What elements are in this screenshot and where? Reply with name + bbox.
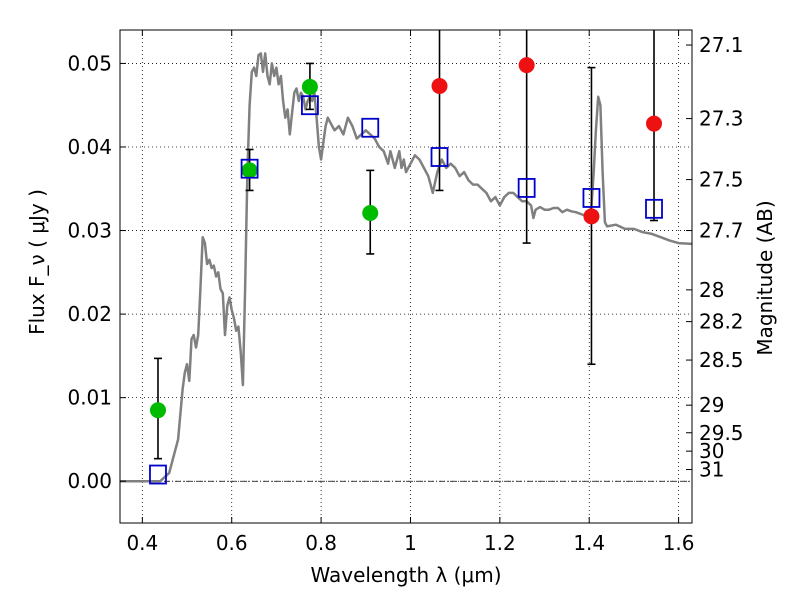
y2-axis-label: Magnitude (AB) (753, 200, 777, 355)
y-tick-label: 0.04 (67, 135, 112, 159)
y2-tick-label: 29.5 (699, 421, 744, 445)
y2-tick-label: 28.5 (699, 348, 744, 372)
y-tick-label: 0.03 (67, 219, 112, 243)
model-photometry-square (301, 95, 319, 116)
y-tick-label: 0.01 (67, 386, 112, 410)
model-photometry-square (240, 158, 259, 179)
x-tick-label: 0.4 (126, 531, 158, 555)
model-photometry-square (582, 188, 601, 208)
y2-tick-label: 29 (699, 393, 724, 417)
y2-tick-label: 27.7 (699, 219, 744, 243)
model-photometry-square (361, 117, 380, 138)
y2-tick-label: 28.2 (699, 310, 744, 334)
y2-tick-label: 27.1 (699, 33, 744, 57)
x-axis-label: Wavelength λ (μm) (310, 563, 501, 587)
y2-tick-label: 27.5 (699, 168, 744, 192)
y-axis-label: Flux F_ν ( μJy ) (25, 189, 49, 335)
y-tick-label: 0.02 (67, 302, 112, 326)
y2-tick-label: 27.3 (699, 107, 744, 131)
x-tick-label: 1.2 (484, 531, 516, 555)
x-tick-label: 0.6 (216, 531, 248, 555)
x-tick-label: 1.4 (573, 531, 605, 555)
tick-layer (120, 30, 692, 523)
model-photometry-square (149, 464, 167, 485)
x-tick-label: 1.6 (663, 531, 695, 555)
data-point-circle (362, 204, 379, 221)
plot-frame (119, 29, 693, 524)
y2-tick-label: 31 (699, 458, 724, 482)
model-spectrum-line (120, 52, 693, 483)
tick-label-layer: 0.4 0.6 0.8 1 1.2 1.4 1.6 0.00 0.01 0.02 0.03 0.04 0… (67, 33, 743, 555)
data-point-circle (431, 77, 448, 94)
y-tick-label: 0.00 (67, 469, 112, 493)
y2-tick-label: 30 (699, 439, 724, 463)
data-point-circle (518, 57, 535, 74)
y2-tick-label: 28 (699, 278, 724, 302)
model-photometry-square (645, 198, 663, 219)
data-point-circle (241, 162, 258, 179)
x-tick-label: 1 (404, 531, 417, 555)
y-tick-label: 0.05 (67, 51, 112, 75)
data-point-circle (583, 208, 600, 225)
data-point-circle (149, 402, 166, 419)
model-photometry-square (517, 178, 536, 198)
errorbar-layer (153, 30, 659, 460)
data-point-circle (301, 78, 318, 95)
x-tick-label: 0.8 (305, 531, 337, 555)
grid-layer (120, 30, 692, 523)
marker-layer (149, 57, 663, 485)
model-photometry-square (430, 147, 449, 167)
data-point-circle (646, 115, 663, 132)
model-spectrum-layer (120, 52, 693, 483)
